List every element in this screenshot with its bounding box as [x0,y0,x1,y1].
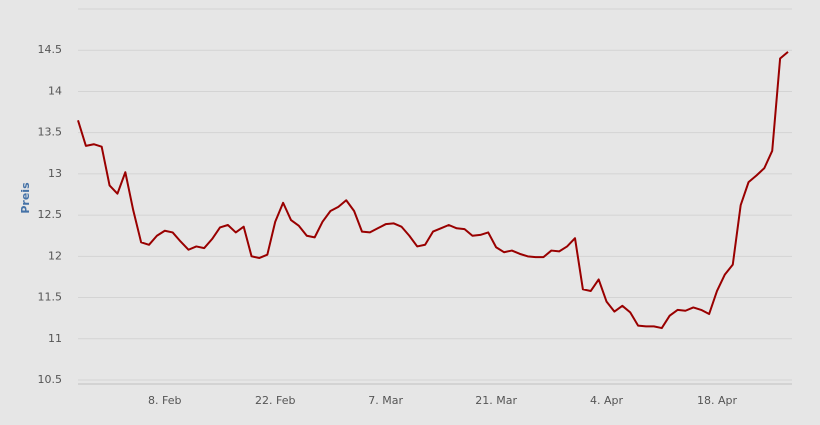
y-tick-label: 12.5 [38,208,63,221]
x-tick-label: 4. Apr [590,394,623,407]
y-tick-label: 12 [48,249,62,262]
y-tick-label: 13 [48,167,62,180]
x-tick-label: 8. Feb [148,394,181,407]
y-tick-label: 11 [48,332,62,345]
y-axis-label: Preis [19,182,32,214]
x-tick-label: 7. Mar [368,394,403,407]
y-tick-label: 14 [48,84,62,97]
x-tick-label: 18. Apr [697,394,737,407]
price-line [77,51,789,330]
y-tick-label: 13.5 [38,126,63,139]
x-tick-label: 22. Feb [255,394,295,407]
y-tick-label: 10.5 [38,373,63,386]
x-tick-label: 21. Mar [475,394,517,407]
y-tick-label: 14.5 [38,43,63,56]
y-tick-label: 11.5 [38,291,63,304]
